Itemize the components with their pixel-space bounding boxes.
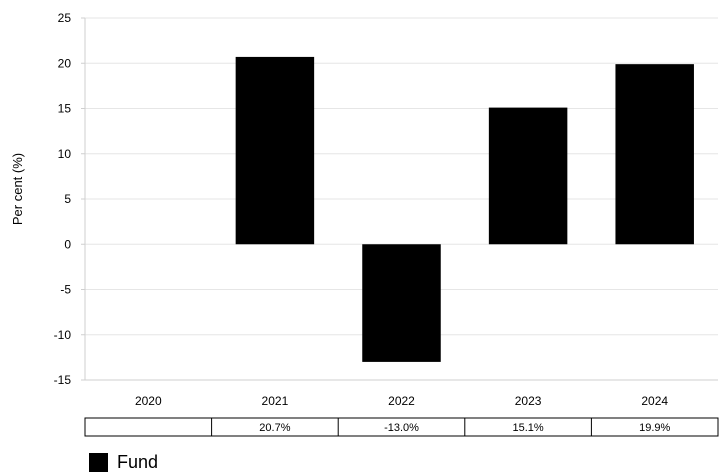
y-tick-labels: -15 -10 -5 0 5 10 15 20 25 [54, 11, 72, 387]
x-tick-label: 2020 [135, 394, 162, 408]
x-tick-labels: 2020 2021 2022 2023 2024 [135, 394, 668, 408]
y-tick-label: 0 [64, 237, 71, 251]
table-cell: 19.9% [639, 422, 670, 434]
table-cell: -13.0% [384, 422, 419, 434]
y-tick-label: 15 [58, 102, 72, 116]
bar [362, 244, 441, 362]
x-tick-label: 2021 [262, 394, 289, 408]
y-axis-label: Per cent (%) [10, 153, 25, 225]
bar [615, 64, 694, 245]
y-tick-label: -5 [60, 283, 71, 297]
table-cell: 20.7% [259, 422, 290, 434]
legend: Fund [89, 452, 158, 473]
x-tick-label: 2024 [641, 394, 668, 408]
x-tick-label: 2023 [515, 394, 542, 408]
bar [235, 56, 315, 245]
y-tick-label: 20 [58, 56, 72, 70]
y-tick-label: 25 [58, 11, 72, 25]
y-tick-label: 5 [64, 192, 71, 206]
y-tick-label: 10 [58, 147, 72, 161]
table-border [84, 417, 719, 437]
legend-label: Fund [117, 452, 159, 472]
x-tick-label: 2022 [388, 394, 415, 408]
y-tick-label: -15 [54, 373, 72, 387]
y-tick-label: -10 [54, 328, 72, 342]
table-cell: 15.1% [512, 422, 543, 434]
bar [488, 107, 568, 245]
data-table: 20.7% -13.0% 15.1% 19.9% [84, 417, 719, 437]
legend-swatch [89, 453, 108, 472]
bars [235, 56, 694, 362]
